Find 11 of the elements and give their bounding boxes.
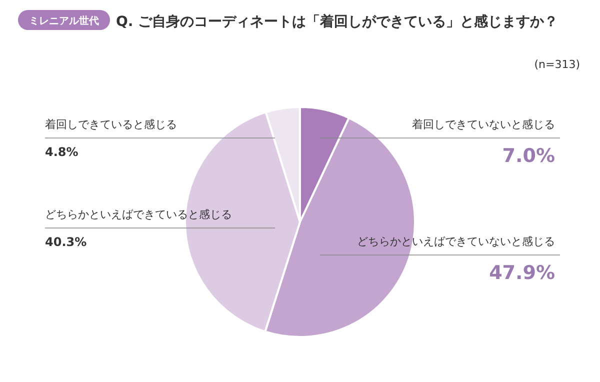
slice-label: 着回しできていないと感じる bbox=[412, 118, 555, 131]
chart-title: Q. ご自身のコーディネートは「着回しができている」と感じますか？ bbox=[116, 13, 558, 30]
slice-label: どちらかといえばできていないと感じる bbox=[357, 235, 555, 248]
data-label: 4.8% bbox=[45, 145, 78, 159]
slice-label: どちらかといえばできていると感じる bbox=[45, 208, 232, 221]
slice-label: 着回しできていると感じる bbox=[45, 118, 177, 131]
data-label: 7.0% bbox=[502, 145, 555, 167]
text: ミレニアル世代 bbox=[29, 15, 99, 27]
data-label: 47.9% bbox=[489, 262, 555, 284]
data-label: 40.3% bbox=[45, 235, 87, 249]
chart-subtitle: (n=313) bbox=[534, 58, 580, 71]
